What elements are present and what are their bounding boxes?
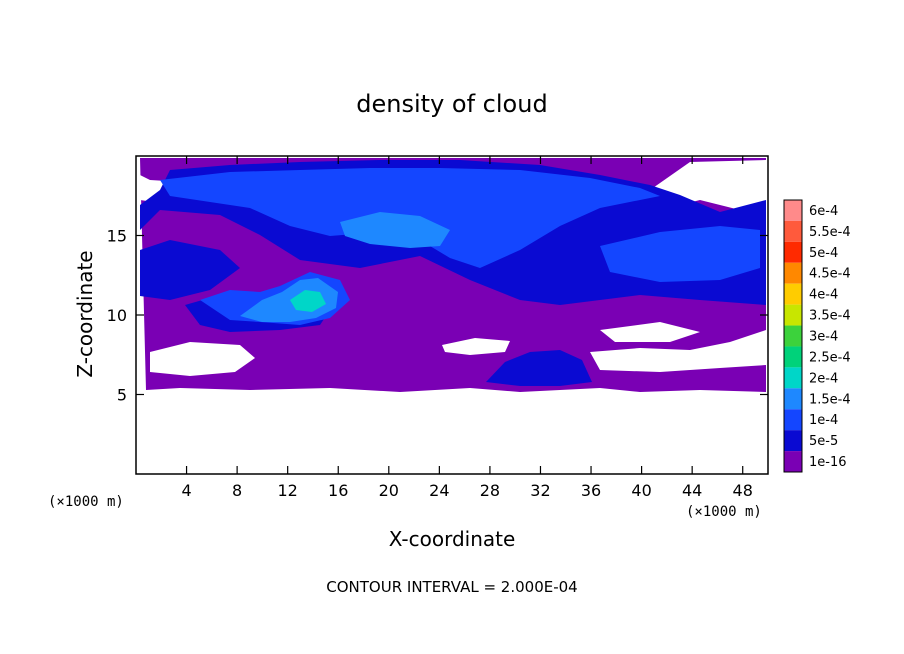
contour-interval-text: CONTOUR INTERVAL = 2.000E-04	[326, 578, 577, 596]
x-tick-label: 8	[232, 481, 242, 500]
x-tick-label: 32	[530, 481, 550, 500]
y-axis-label: Z-coordinate	[73, 250, 97, 377]
colorbar-swatch	[784, 388, 802, 410]
colorbar-label: 2.5e-4	[809, 350, 851, 365]
x-tick-label: 16	[328, 481, 348, 500]
x-axis-ticks: 4 8 12 16 20 24 28 32 36 40 44 48	[181, 156, 753, 500]
colorbar-label: 1e-4	[809, 413, 838, 428]
colorbar-swatch	[784, 325, 802, 347]
colorbar-swatch	[784, 451, 802, 472]
x-tick-label: 28	[480, 481, 500, 500]
gap-region	[590, 330, 766, 372]
x-tick-label: 44	[682, 481, 702, 500]
contour-region-5e-5	[486, 350, 592, 386]
colorbar-label: 4e-4	[809, 288, 838, 303]
x-tick-label: 36	[581, 481, 601, 500]
y-tick-label: 10	[107, 306, 127, 325]
colorbar: 6e-4 5.5e-4 5e-4 4.5e-4 4e-4 3.5e-4 3e-4 2.5e-4…	[783, 199, 851, 473]
x-tick-label: 48	[733, 481, 753, 500]
colorbar-label: 1e-16	[809, 455, 847, 470]
x-unit-label-left: (×1000 m)	[48, 494, 124, 510]
colorbar-swatch	[784, 200, 802, 221]
contour-region-2e-4	[290, 290, 326, 312]
x-unit-label-right: (×1000 m)	[686, 504, 762, 520]
contour-region-1.5e-4	[340, 212, 450, 248]
x-axis-label: X-coordinate	[389, 527, 516, 551]
contour-region-5e-5	[140, 240, 240, 300]
colorbar-swatch	[784, 430, 802, 452]
colorbar-label: 5e-5	[809, 434, 838, 449]
x-tick-label: 4	[181, 481, 191, 500]
chart-title: density of cloud	[356, 90, 547, 118]
contour-region-1e-4	[600, 226, 760, 282]
colorbar-swatch	[784, 241, 802, 263]
colorbar-label: 3e-4	[809, 330, 838, 345]
colorbar-label: 5e-4	[809, 246, 838, 261]
colorbar-swatch	[784, 304, 802, 326]
x-tick-label: 20	[379, 481, 399, 500]
colorbar-label: 5.5e-4	[809, 225, 851, 240]
colorbar-label: 2e-4	[809, 371, 838, 386]
colorbar-swatch	[784, 346, 802, 368]
x-tick-label: 12	[278, 481, 298, 500]
gap-region	[600, 322, 700, 342]
colorbar-swatch	[784, 367, 802, 389]
colorbar-label: 1.5e-4	[809, 392, 851, 407]
colorbar-label: 4.5e-4	[809, 267, 851, 282]
colorbar-frame	[783, 199, 803, 473]
y-axis-ticks: 5 10 15	[107, 227, 768, 405]
x-tick-label: 40	[631, 481, 651, 500]
colorbar-swatch	[784, 220, 802, 242]
contour-field	[136, 156, 768, 474]
y-tick-label: 5	[117, 386, 127, 405]
y-tick-label: 15	[107, 227, 127, 246]
colorbar-swatch	[784, 283, 802, 305]
colorbar-swatch	[784, 262, 802, 284]
colorbar-label: 6e-4	[809, 204, 838, 219]
gap-region	[442, 338, 510, 355]
colorbar-swatch	[784, 409, 802, 431]
colorbar-label: 3.5e-4	[809, 309, 851, 324]
x-tick-label: 24	[429, 481, 449, 500]
gap-region	[150, 342, 255, 376]
